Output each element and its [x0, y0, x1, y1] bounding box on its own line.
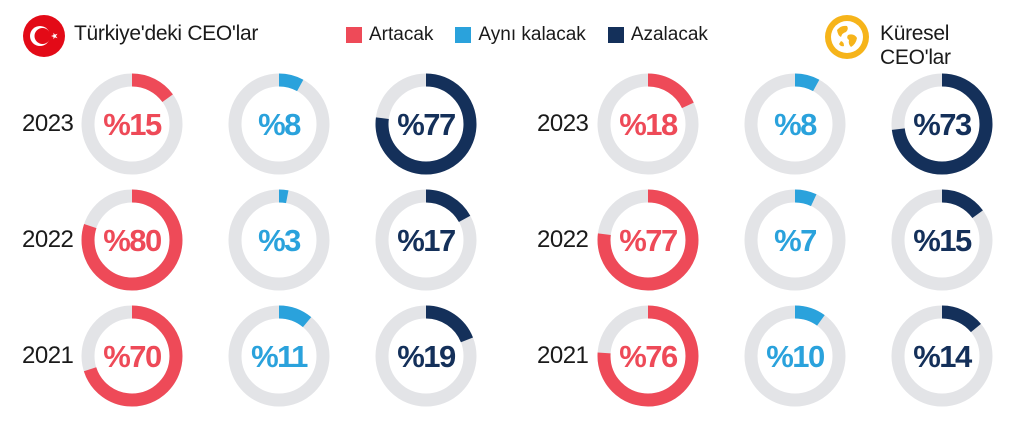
donut-arc-tr-2021-artacak: [81, 305, 183, 407]
legend-label-ayni-kalacak: Aynı kalacak: [478, 24, 586, 45]
donut-label-gl-2021-artacak: %76: [619, 339, 678, 374]
globe-icon: [825, 15, 869, 59]
donut-label-tr-2021-ayni-kalacak: %11: [251, 339, 308, 374]
year-label-tr-2022: 2022: [22, 226, 74, 253]
donut-arc-tr-2023-ayni-kalacak: [228, 73, 330, 175]
year-label-gl-2023: 2023: [537, 110, 589, 137]
turkey-flag-icon: [23, 15, 65, 57]
donut-label-gl-2023-azalacak: %73: [913, 107, 972, 142]
donut-label-gl-2021-ayni-kalacak: %10: [766, 339, 824, 374]
donut-label-gl-2022-azalacak: %15: [913, 223, 972, 258]
donut-label-tr-2023-azalacak: %77: [397, 107, 455, 142]
donut-arc-gl-2021-ayni-kalacak: [744, 305, 846, 407]
donut-arc-gl-2023-azalacak: [891, 73, 993, 175]
donut-label-tr-2023-ayni-kalacak: %8: [258, 107, 301, 142]
turkey-ceos-title: Türkiye'deki CEO'lar: [74, 22, 259, 45]
header: Türkiye'deki CEO'lar Artacak Aynı kalaca…: [0, 14, 1024, 69]
donut-arc-tr-2022-azalacak: [375, 189, 477, 291]
donut-label-tr-2022-artacak: %80: [103, 223, 161, 258]
donut-arc-tr-2023-artacak: [81, 73, 183, 175]
donut-arc-gl-2023-artacak: [597, 73, 699, 175]
donut-label-gl-2022-ayni-kalacak: %7: [774, 223, 816, 258]
donut-arc-gl-2021-artacak: [597, 305, 699, 407]
legend-item-ayni-kalacak: Aynı kalacak: [455, 24, 586, 46]
legend-swatch-ayni-kalacak: [455, 27, 472, 43]
donut-label-gl-2022-artacak: %77: [619, 223, 677, 258]
donut-label-tr-2021-artacak: %70: [103, 339, 161, 374]
donut-label-gl-2021-azalacak: %14: [913, 339, 973, 374]
legend: Artacak Aynı kalacak Azalacak: [346, 24, 708, 46]
donut-arc-tr-2021-azalacak: [375, 305, 477, 407]
donut-label-tr-2022-ayni-kalacak: %3: [258, 223, 301, 258]
donut-label-gl-2023-ayni-kalacak: %8: [774, 107, 817, 142]
donut-arc-gl-2022-azalacak: [891, 189, 993, 291]
year-label-tr-2021: 2021: [22, 342, 74, 369]
legend-swatch-artacak: [346, 27, 362, 43]
year-label-tr-2023: 2023: [22, 110, 74, 137]
legend-swatch-azalacak: [607, 27, 624, 43]
legend-item-azalacak: Azalacak: [607, 24, 708, 46]
donut-arc-tr-2022-artacak: [81, 189, 183, 291]
donut-arc-tr-2022-ayni-kalacak: [228, 189, 330, 291]
donut-label-gl-2023-artacak: %18: [619, 107, 678, 142]
legend-label-azalacak: Azalacak: [630, 24, 708, 45]
year-label-gl-2021: 2021: [537, 342, 589, 369]
donut-arc-gl-2023-ayni-kalacak: [744, 73, 846, 175]
donut-label-tr-2023-artacak: %15: [103, 107, 162, 142]
legend-item-artacak: Artacak: [346, 24, 433, 46]
donut-arc-gl-2021-azalacak: [891, 305, 993, 407]
donut-arc-tr-2021-ayni-kalacak: [228, 305, 330, 407]
legend-label-artacak: Artacak: [369, 24, 434, 45]
donut-arc-tr-2023-azalacak: [375, 73, 477, 175]
year-label-gl-2022: 2022: [537, 226, 589, 253]
donut-label-tr-2021-azalacak: %19: [397, 339, 456, 374]
global-ceos-title: Küresel CEO'lar: [880, 22, 951, 69]
donut-arc-gl-2022-ayni-kalacak: [744, 189, 846, 291]
donut-label-tr-2022-azalacak: %17: [397, 223, 455, 258]
donut-arc-gl-2022-artacak: [597, 189, 699, 291]
